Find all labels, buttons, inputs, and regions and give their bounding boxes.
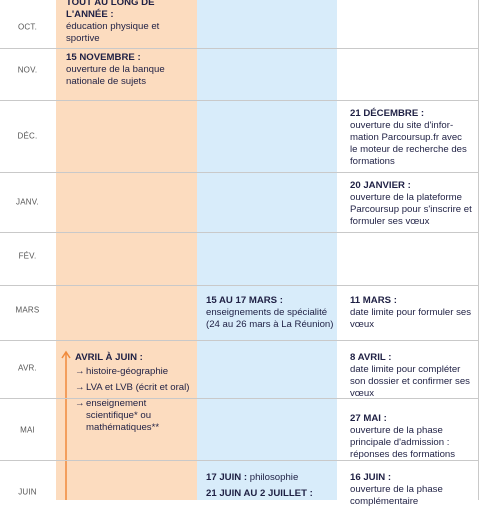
month-label: FÉV. (18, 251, 37, 261)
event: 15 AU 17 MARS : enseignements de spéciali… (206, 295, 334, 331)
event-date: 15 NOVEMBRE : (66, 52, 141, 63)
event: TOUT AU LONG DE L'ANNÉE : éducation physi… (66, 0, 191, 45)
event-date: AVRIL À JUIN : (75, 352, 143, 363)
bullet-list: histoire-géographie LVA et LVB (écrit et … (75, 366, 200, 434)
month-label: AVR. (18, 363, 37, 373)
event: 8 AVRIL : date limite pour compléter son … (350, 352, 472, 400)
event-cell: AVRIL À JUIN : histoire-géographie LVA et … (75, 352, 200, 438)
event-text: date limite pour formuler ses vœux (350, 307, 472, 330)
event-date: 11 MARS : (350, 295, 397, 306)
event-cell: 17 JUIN : philosophie 21 JUIN AU 2 JUILLE… (206, 472, 334, 500)
event-text: date limite pour compléter son dossier e… (350, 364, 470, 399)
event: 17 JUIN : philosophie (206, 472, 334, 484)
event-cell: 16 JUIN : ouverture de la phase complémen… (350, 472, 472, 508)
event-date: 17 JUIN : (206, 472, 248, 483)
event-text: philosophie (249, 472, 299, 483)
event: 27 MAI : ouverture de la phase principale… (350, 413, 472, 461)
event-text: ouverture de la phase principale d'admis… (350, 425, 456, 460)
bullet: LVA et LVB (écrit et oral) (75, 382, 200, 394)
row-line (0, 340, 478, 341)
row-line (0, 172, 478, 173)
event: 21 DÉCEMBRE : ouverture du site d'infor-m… (350, 108, 472, 168)
event-text: ouverture de la banque nationale de suje… (66, 64, 165, 87)
month-label: OCT. (17, 22, 38, 32)
event: 21 JUIN AU 2 JUILLET : (206, 488, 334, 500)
event: AVRIL À JUIN : histoire-géographie LVA et … (75, 352, 200, 434)
event-cell: TOUT AU LONG DE L'ANNÉE : éducation physi… (66, 0, 191, 45)
month-label: JUIN (18, 487, 37, 497)
event-cell: 11 MARS : date limite pour formuler ses v… (350, 295, 472, 331)
event-cell: 21 DÉCEMBRE : ouverture du site d'infor-m… (350, 108, 472, 168)
event: 15 NOVEMBRE : ouverture de la banque nati… (66, 52, 191, 88)
event-text: éducation physique et sportive (66, 21, 160, 44)
bullet: enseignement scientifique* ou mathématiq… (75, 398, 200, 434)
arrow (61, 350, 71, 500)
row-line (0, 232, 478, 233)
event-date: 20 JANVIER : (350, 180, 411, 191)
month-label: NOV. (17, 65, 38, 75)
event-date: 16 JUIN : (350, 472, 392, 483)
row-line (0, 398, 478, 399)
event-cell: 20 JANVIER : ouverture de la plateforme P… (350, 180, 472, 228)
bullet: histoire-géographie (75, 366, 200, 378)
event: 16 JUIN : ouverture de la phase complémen… (350, 472, 472, 508)
row-line (0, 48, 478, 49)
event-cell: 15 NOVEMBRE : ouverture de la banque nati… (66, 52, 191, 88)
column-background (197, 0, 337, 500)
event-text: ouverture de la phase complémentaire (350, 484, 443, 507)
border (478, 0, 479, 500)
event-text: ouverture du site d'infor-mation Parcour… (350, 120, 467, 167)
event-cell: 27 MAI : ouverture de la phase principale… (350, 413, 472, 461)
month-label: JANV. (16, 197, 39, 207)
event-date: 27 MAI : (350, 413, 387, 424)
month-label: MARS (15, 305, 40, 315)
event: 11 MARS : date limite pour formuler ses v… (350, 295, 472, 331)
event: 20 JANVIER : ouverture de la plateforme P… (350, 180, 472, 228)
month-label: MAI (20, 425, 35, 435)
event-cell: 15 AU 17 MARS : enseignements de spéciali… (206, 295, 334, 331)
event-date: TOUT AU LONG DE L'ANNÉE : (66, 0, 155, 20)
row-line (0, 100, 478, 101)
event-cell: 8 AVRIL : date limite pour compléter son … (350, 352, 472, 400)
event-text: enseignements de spécialité (24 au 26 ma… (206, 307, 334, 330)
event-text: ouverture de la plateforme Parcoursup po… (350, 192, 472, 227)
event-date: 21 DÉCEMBRE : (350, 108, 425, 119)
event-date: 21 JUIN AU 2 JUILLET : (206, 488, 313, 499)
event-date: 15 AU 17 MARS : (206, 295, 283, 306)
month-label: DÉC. (17, 131, 38, 141)
row-line (0, 285, 478, 286)
event-date: 8 AVRIL : (350, 352, 392, 363)
row-line (0, 460, 478, 461)
